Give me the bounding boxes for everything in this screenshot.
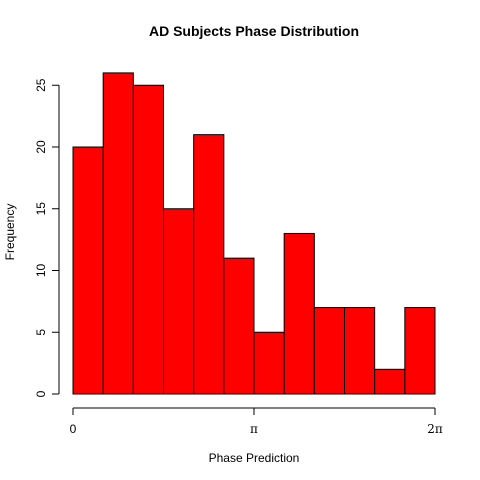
bars-group: [72, 72, 436, 395]
y-axis: 0 5 10 15 20 25: [34, 78, 60, 397]
y-tick-label: 10: [34, 264, 48, 278]
histogram-bar-4: [163, 208, 195, 395]
chart-title: AD Subjects Phase Distribution: [149, 23, 359, 39]
histogram-bar-5: [193, 134, 225, 395]
x-tick-label: 2π: [427, 422, 443, 436]
histogram-bar-10: [344, 307, 376, 395]
histogram-bar-12: [404, 307, 436, 395]
x-axis-label: Phase Prediction: [209, 451, 300, 465]
histogram-bar-9: [313, 307, 346, 395]
y-tick-label: 25: [34, 78, 48, 92]
histogram-bar-6: [223, 257, 255, 395]
x-tick-label: 0: [70, 422, 77, 436]
y-axis-label: Frequency: [3, 204, 17, 261]
histogram-bar-7: [253, 331, 285, 395]
histogram-bar-8: [283, 232, 315, 395]
histogram-bar-1: [72, 146, 104, 395]
histogram-bar-3: [132, 84, 164, 395]
y-tick-label: 20: [34, 140, 48, 154]
y-tick-label: 0: [34, 390, 48, 397]
y-tick-label: 15: [34, 202, 48, 216]
x-tick-label: π: [250, 422, 258, 436]
histogram-bar-11: [374, 368, 406, 395]
histogram-bar-2: [102, 72, 134, 395]
x-axis: 0 π 2π: [70, 407, 443, 436]
y-tick-label: 5: [34, 329, 48, 336]
